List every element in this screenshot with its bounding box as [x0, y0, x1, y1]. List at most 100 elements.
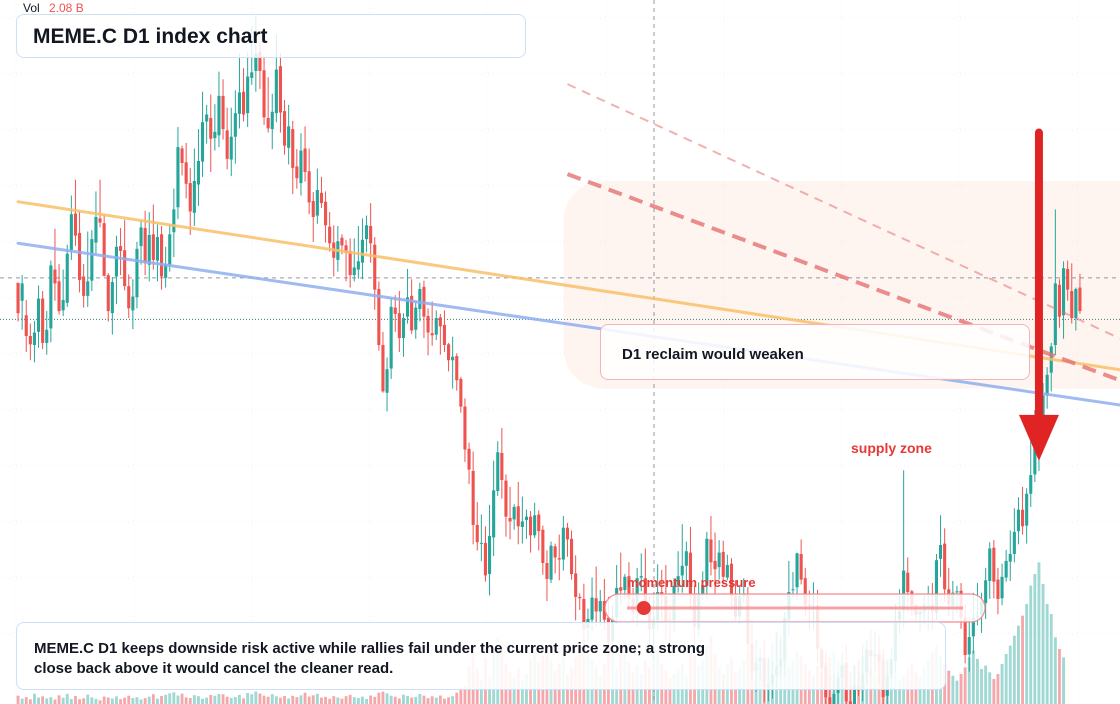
candle-body	[992, 547, 996, 582]
candle-body	[717, 552, 721, 568]
candle-body	[328, 226, 332, 244]
candle-body	[430, 333, 434, 336]
candle-body	[984, 580, 988, 604]
candle-body	[848, 701, 852, 704]
candle-body	[795, 553, 799, 588]
candle-body	[791, 589, 795, 591]
candle-body	[360, 239, 365, 263]
candle-body	[90, 239, 94, 281]
candle-body	[1057, 284, 1062, 317]
candle-body	[537, 514, 541, 532]
candle-body	[680, 565, 684, 576]
volume-bar	[250, 694, 254, 704]
candle-body	[455, 356, 459, 381]
volume-bar	[225, 696, 229, 704]
candle-body	[852, 685, 857, 704]
analysis-note-box: MEME.C D1 keeps downside risk active whi…	[16, 622, 946, 690]
candle-body	[414, 307, 418, 330]
volume-bar	[246, 693, 250, 704]
candle-body	[549, 545, 553, 580]
volume-bar	[119, 699, 122, 704]
candle-body	[32, 332, 37, 346]
volume-bar	[78, 699, 81, 704]
bearish-arrow-head	[1018, 414, 1059, 461]
candle-body	[188, 183, 192, 212]
candle-body	[1078, 287, 1082, 312]
volume-bar	[168, 693, 172, 704]
candle-body	[545, 562, 549, 579]
candle-body	[492, 490, 496, 538]
candle-body	[602, 601, 606, 620]
supply-zone-label: supply zone	[851, 440, 932, 456]
volume-bar	[1037, 562, 1041, 704]
reclaim-callout: D1 reclaim would weaken	[600, 324, 1030, 380]
candle-body	[705, 538, 709, 586]
volume-bar	[988, 672, 992, 704]
volume-bar	[164, 694, 168, 704]
volume-bar	[344, 696, 348, 704]
volume-bar	[352, 697, 356, 704]
candle-body	[1066, 268, 1070, 290]
candle-body	[168, 234, 172, 265]
candle-body	[475, 524, 479, 543]
candle-body	[426, 315, 430, 333]
volume-bar	[947, 670, 951, 704]
channel-line-lower	[566, 172, 1120, 383]
candle-body	[155, 237, 160, 261]
candle-body	[627, 576, 631, 599]
candle-body	[340, 237, 344, 246]
candle-body	[1061, 268, 1066, 316]
candle-body	[106, 275, 110, 312]
candle-body	[828, 697, 832, 704]
candle-body	[176, 147, 180, 208]
candle-body	[1012, 531, 1016, 554]
volume-bar	[365, 699, 368, 704]
candle-body	[1053, 283, 1057, 346]
volume-bar	[262, 695, 266, 704]
candle-body	[799, 553, 803, 580]
volume-bar	[443, 698, 446, 704]
momentum-gauge-knob	[636, 601, 651, 615]
volume-bar	[69, 699, 73, 704]
candle-body	[364, 225, 369, 240]
candle-body	[446, 344, 451, 361]
volume-bar	[324, 696, 327, 704]
volume-bar	[291, 695, 295, 704]
volume-bar	[307, 696, 311, 704]
volume-bar	[1000, 664, 1004, 704]
candle-body	[229, 136, 233, 160]
candle-body	[143, 228, 147, 264]
candle-body	[213, 131, 217, 139]
candle-body	[533, 515, 537, 536]
candle-body	[98, 218, 102, 223]
volume-bar	[1041, 584, 1045, 704]
candle-body	[159, 234, 164, 277]
candle-body	[1016, 509, 1021, 532]
volume-bar	[139, 699, 143, 704]
volume-bar	[147, 696, 151, 704]
chart-title-box: MEME.C D1 index chart	[16, 14, 526, 58]
volume-bar	[967, 657, 971, 704]
candle-body	[139, 227, 143, 247]
volume-bar	[311, 695, 315, 704]
volume-bar	[20, 698, 24, 704]
candle-body	[1041, 395, 1045, 425]
volume-bar	[438, 695, 442, 704]
candle-body	[438, 317, 442, 327]
volume-bar	[373, 696, 377, 704]
candle-body	[61, 300, 65, 311]
volume-bar	[45, 698, 49, 704]
volume-bar	[418, 694, 422, 704]
candle-body	[906, 572, 910, 593]
volume-bar	[16, 695, 20, 704]
volume-bar	[951, 675, 955, 704]
volume-bar	[217, 694, 221, 704]
volume-bar	[426, 698, 430, 704]
volume-bar	[172, 692, 176, 704]
volume-bar	[1004, 654, 1008, 704]
candle-body	[623, 576, 627, 590]
candle-body	[246, 76, 250, 114]
volume-bar	[984, 665, 988, 704]
candle-body	[721, 551, 725, 577]
